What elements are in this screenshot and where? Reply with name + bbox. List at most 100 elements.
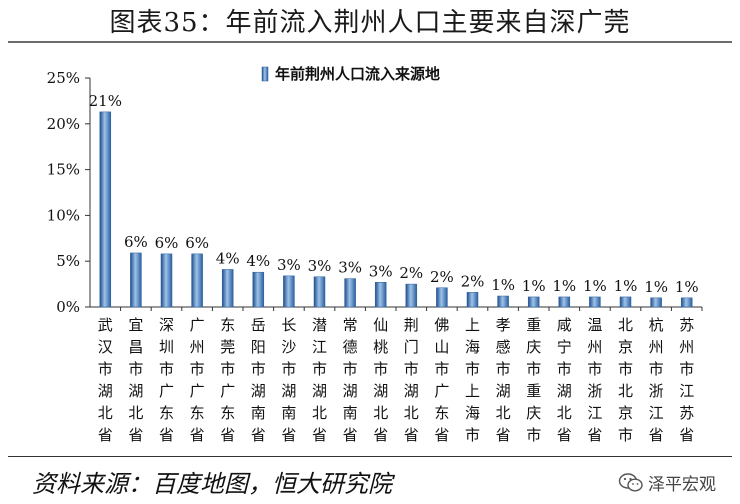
wechat-icon <box>618 472 643 492</box>
bar <box>344 278 356 308</box>
x-category-char: 市 <box>251 360 266 378</box>
legend-swatch <box>261 66 269 82</box>
watermark: 泽平宏观 <box>618 470 716 495</box>
x-category-char: 市 <box>404 360 419 378</box>
x-category-char: 市 <box>281 360 296 378</box>
bar-value-label: 3% <box>277 256 301 274</box>
x-category-char: 市 <box>496 360 511 378</box>
x-category-char: 海 <box>465 338 480 356</box>
x-category-char: 北 <box>496 404 511 422</box>
bar <box>497 295 509 308</box>
bar-value-label: 3% <box>308 257 332 275</box>
x-category-char: 州 <box>649 338 664 356</box>
x-category-char: 江 <box>679 382 694 400</box>
x-category-char: 市 <box>312 360 327 378</box>
x-category-char: 湖 <box>404 382 419 400</box>
bar-value-label: 6% <box>124 233 148 251</box>
x-category-char: 省 <box>404 426 419 444</box>
bar-value-label: 1% <box>583 277 607 295</box>
x-category-char: 州 <box>190 338 205 356</box>
x-category-char: 市 <box>343 360 358 378</box>
x-category-char: 湖 <box>496 382 511 400</box>
y-tick-label: 15% <box>47 161 80 179</box>
x-category-char: 省 <box>220 426 235 444</box>
bar-value-label: 1% <box>675 278 699 296</box>
bar <box>405 283 418 308</box>
bar <box>436 287 448 308</box>
legend-label: 年前荆州人口流入来源地 <box>275 65 440 83</box>
x-category-char: 苏 <box>679 316 694 334</box>
x-category-char: 湖 <box>343 382 358 400</box>
x-category-char: 汉 <box>98 338 113 356</box>
x-category-char: 湖 <box>312 382 327 400</box>
x-category-char: 市 <box>159 360 174 378</box>
bar <box>650 297 662 308</box>
bar-value-label: 2% <box>399 264 423 282</box>
x-category-char: 仙 <box>373 316 388 334</box>
x-category-char: 桃 <box>373 338 388 356</box>
x-category-char: 沙 <box>281 338 296 356</box>
x-category-char: 市 <box>373 360 388 378</box>
x-category-char: 南 <box>251 404 266 422</box>
bar <box>527 296 540 308</box>
x-category-char: 孝 <box>496 316 511 334</box>
x-category-char: 市 <box>465 360 480 378</box>
bar <box>589 296 601 308</box>
x-category-char: 德 <box>343 338 358 356</box>
x-category-char: 市 <box>649 360 664 378</box>
x-category-char: 北 <box>557 404 572 422</box>
x-category-char: 市 <box>557 360 572 378</box>
x-category-char: 东 <box>159 404 174 422</box>
x-category-char: 北 <box>404 404 419 422</box>
x-category-char: 庆 <box>526 338 541 356</box>
bar <box>130 252 142 308</box>
bar-value-label: 6% <box>155 234 179 252</box>
title-divider <box>8 41 732 43</box>
x-category-char: 浙 <box>649 382 664 400</box>
x-category-char: 海 <box>465 404 480 422</box>
x-category-char: 东 <box>220 404 235 422</box>
x-category-char: 常 <box>343 316 358 334</box>
x-category-char: 广 <box>434 382 449 400</box>
x-category-char: 北 <box>618 382 633 400</box>
x-category-char: 湖 <box>128 382 143 400</box>
bar <box>619 296 632 308</box>
x-category-char: 市 <box>128 360 143 378</box>
bar <box>466 292 479 308</box>
bar <box>313 276 326 308</box>
y-tick-label: 20% <box>47 115 80 133</box>
x-category-char: 市 <box>526 360 541 378</box>
x-category-char: 省 <box>679 426 694 444</box>
footer-divider <box>8 456 732 457</box>
x-category-char: 市 <box>618 426 633 444</box>
x-category-char: 省 <box>98 426 113 444</box>
x-category-char: 省 <box>128 426 143 444</box>
x-category-char: 东 <box>190 404 205 422</box>
bar-value-label: 1% <box>614 277 638 295</box>
x-category-char: 宜 <box>128 316 143 334</box>
x-category-char: 省 <box>159 426 174 444</box>
y-tick-label: 0% <box>56 298 80 316</box>
x-category-char: 门 <box>404 338 419 356</box>
bar <box>221 269 234 308</box>
bar-value-label: 2% <box>461 272 485 290</box>
x-category-char: 江 <box>649 404 664 422</box>
y-tick-label: 10% <box>47 206 80 224</box>
x-category-char: 岳 <box>251 316 266 334</box>
x-category-char: 深 <box>159 316 174 334</box>
x-category-char: 潜 <box>312 316 327 334</box>
bar-value-label: 4% <box>216 249 240 267</box>
